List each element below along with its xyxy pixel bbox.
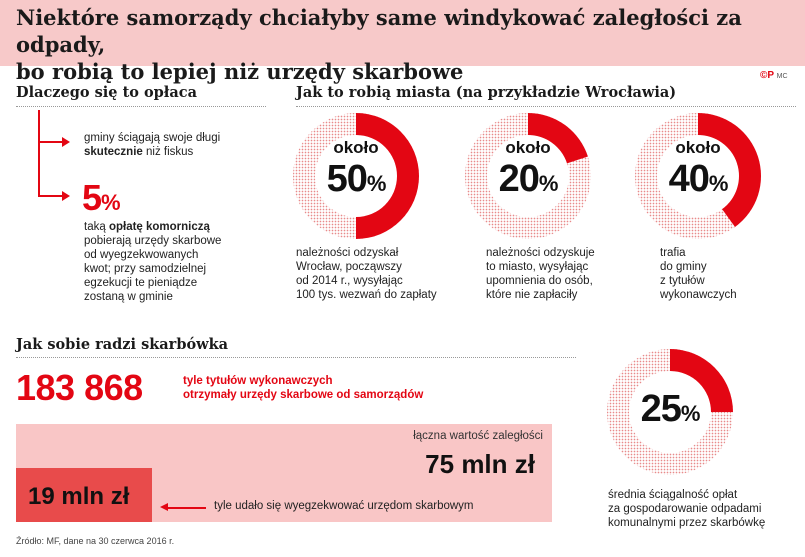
donut-chart-collection-rate: 25% — [606, 348, 734, 476]
logo-mark: ©P — [760, 70, 774, 81]
title-line-1: Niektóre samorządy chciałyby same windyk… — [16, 5, 742, 57]
why-arrow-head-1 — [62, 137, 70, 147]
why-arrow-branch-1 — [38, 141, 64, 143]
donut-svg — [464, 113, 591, 239]
recovered-arrow-head — [160, 503, 168, 511]
source-note: Źródło: MF, dane na 30 czerwca 2016 r. — [16, 536, 175, 546]
donut-value-number: 40 — [668, 158, 710, 200]
donut-value-unit: % — [366, 171, 387, 196]
collection-rate-line-3: komunalnymi przez skarbówkę — [608, 517, 766, 529]
why-point-2-bold: opłatę komorniczą — [108, 221, 210, 233]
donut-value-unit: % — [680, 401, 701, 426]
donut-value-number: 50 — [326, 158, 368, 200]
why-percent-value: 5 — [82, 177, 102, 218]
enforcement-caption-line-2: otrzymały urzędy skarbowe od samorządów — [183, 389, 424, 401]
why-point-2-line-5: egzekucji te pieniądze — [84, 277, 198, 289]
donut-label-about: około — [333, 138, 379, 157]
donut-caption-3-line-4: wykonawczych — [660, 289, 737, 301]
why-point-2-line-2: pobierają urzędy skarbowe — [84, 235, 222, 247]
donut-caption-2-line-1: należności odzyskuje — [486, 247, 595, 259]
bar-recovered-caption: tyle udało się wyegzekwować urzędom skar… — [214, 500, 474, 512]
donut-slice-value — [698, 113, 761, 227]
donut-caption-1-line-2: Wrocław, począwszy — [296, 261, 402, 273]
tax-heading: Jak sobie radzi skarbówka — [16, 336, 229, 353]
donut-caption-2-line-2: to miasto, wysyłając — [486, 261, 589, 273]
donut-caption-3: trafia do gminy z tytułów wykonawczych — [660, 246, 737, 302]
donut-value-label: 50% — [292, 158, 420, 201]
donut-caption-3-line-1: trafia — [660, 247, 686, 259]
donut-value-label: 25% — [606, 388, 734, 431]
donut-value-label: 20% — [464, 158, 592, 201]
donut-chart-reminders: około 20% — [464, 112, 592, 240]
why-point-1-bold: skutecznie — [84, 146, 143, 158]
donut-caption-2-line-4: które nie zapłaciły — [486, 289, 578, 301]
collection-rate-line-1: średnia ściągalność opłat — [608, 489, 738, 501]
collection-rate-line-2: za gospodarowanie odpadami — [608, 503, 762, 515]
why-point-2-line-3: od wyegzekwowanych — [84, 249, 199, 261]
bar-recovered-value: 19 mln zł — [28, 483, 130, 510]
why-point-2-line-4: kwot; przy samodzielnej — [84, 263, 207, 275]
donut-value-label: 40% — [634, 158, 762, 201]
donut-caption-2: należności odzyskuje to miasto, wysyłają… — [486, 246, 595, 302]
donut-value-unit: % — [538, 171, 559, 196]
header-banner: Niektóre samorządy chciałyby same windyk… — [0, 0, 805, 84]
cities-divider — [296, 106, 796, 107]
donut-chart-wroclaw-recovered: około 50% — [292, 112, 420, 240]
donut-caption-2-line-3: upomnienia do osób, — [486, 275, 593, 287]
donut-caption-1-line-1: należności odzyskał — [296, 247, 399, 259]
donut-chart-enforcement: około 40% — [634, 112, 762, 240]
bar-total-value: 75 mln zł — [425, 449, 535, 479]
publisher-logo: ©P MC — [760, 70, 788, 81]
donut-label-about: około — [505, 138, 551, 157]
tax-divider — [16, 357, 576, 358]
why-percent: 5% — [82, 177, 121, 221]
recovered-arrow-line — [168, 507, 206, 509]
donut-slice-value — [670, 349, 733, 412]
why-point-2-pre: taką — [84, 221, 106, 233]
donut-value-number: 20 — [498, 158, 540, 200]
why-point-1-line-1: gminy ściągają swoje długi — [84, 132, 221, 144]
bar-total-label: łączna wartość zaległości — [413, 430, 543, 442]
donut-svg — [292, 113, 419, 239]
donut-label-about: około — [675, 138, 721, 157]
why-arrow-head-2 — [62, 191, 70, 201]
why-point-2-line-6: zostaną w gminie — [84, 291, 173, 303]
why-heading: Dlaczego się to opłaca — [16, 84, 197, 101]
donut-svg — [634, 113, 761, 239]
why-divider — [16, 106, 266, 107]
collection-rate-caption: średnia ściągalność opłat za gospodarowa… — [608, 488, 765, 530]
donut-caption-1: należności odzyskał Wrocław, począwszy o… — [296, 246, 437, 302]
donut-caption-1-line-3: od 2014 r., wysyłając — [296, 275, 403, 287]
donut-value-unit: % — [708, 171, 729, 196]
title-line-2: bo robią to lepiej niż urzędy skarbowe — [16, 59, 464, 84]
why-percent-sign: % — [101, 190, 121, 215]
enforcement-titles-caption: tyle tytułów wykonawczych otrzymały urzę… — [183, 374, 423, 402]
why-point-2: taką opłatę komorniczą pobierają urzędy … — [84, 220, 221, 304]
why-arrow-vertical — [38, 110, 40, 196]
why-arrow-branch-2 — [38, 195, 64, 197]
donut-caption-1-line-4: 100 tys. wezwań do zapłaty — [296, 289, 437, 301]
donut-svg — [606, 349, 733, 475]
donut-slice-value — [528, 113, 588, 164]
page-title: Niektóre samorządy chciałyby same windyk… — [16, 4, 805, 85]
enforcement-caption-line-1: tyle tytułów wykonawczych — [183, 375, 333, 387]
donut-caption-3-line-2: do gminy — [660, 261, 707, 273]
why-point-1-post: niż fiskus — [146, 146, 194, 158]
cities-heading: Jak to robią miasta (na przykładzie Wroc… — [296, 84, 677, 101]
bar-recovered — [16, 468, 152, 522]
donut-caption-3-line-3: z tytułów — [660, 275, 705, 287]
logo-sub: MC — [776, 73, 788, 80]
enforcement-titles-count: 183 868 — [16, 367, 143, 408]
donut-value-number: 25 — [640, 388, 682, 430]
donut-slice-value — [356, 113, 419, 239]
why-point-1: gminy ściągają swoje długi skutecznie ni… — [84, 131, 220, 159]
